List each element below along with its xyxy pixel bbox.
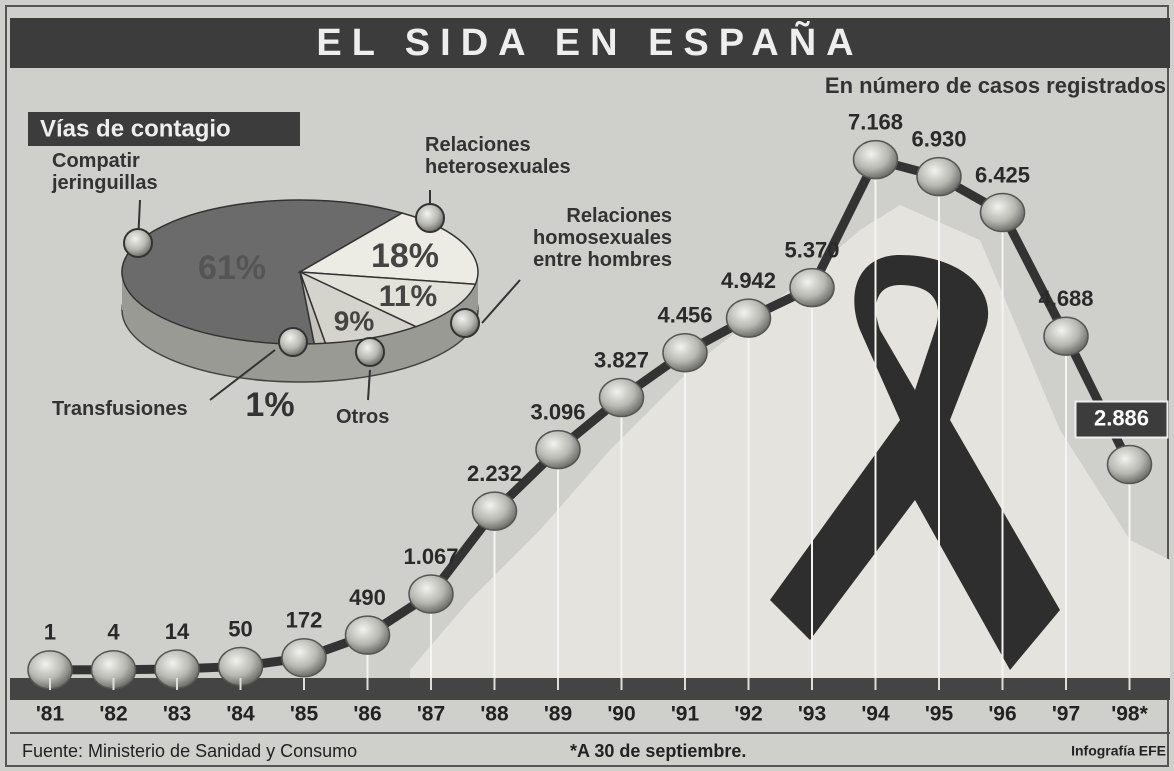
pie-value-label: 18% <box>371 237 439 275</box>
x-tick-label: '86 <box>353 703 381 726</box>
x-tick-label: '87 <box>417 703 445 726</box>
pie-label: Compatir jeringuillas <box>52 150 158 194</box>
point <box>346 616 390 654</box>
leader-line <box>482 280 520 323</box>
x-tick-label: '95 <box>925 703 954 726</box>
pie-value-label: 61% <box>198 249 266 287</box>
point <box>409 575 453 613</box>
value-label: 490 <box>349 585 386 610</box>
x-tick-label: '84 <box>226 703 255 726</box>
point <box>1108 446 1152 484</box>
pie-value-label: 11% <box>379 280 437 313</box>
pie-marker <box>279 328 307 356</box>
point <box>1044 317 1088 355</box>
source: Fuente: Ministerio de Sanidad y Consumo <box>22 741 357 761</box>
point <box>917 158 961 196</box>
x-tick-label: '96 <box>988 703 1016 726</box>
value-label: 14 <box>165 619 190 644</box>
value-label: 2.886 <box>1094 405 1149 430</box>
value-label: 4 <box>107 620 120 645</box>
value-label: 50 <box>228 616 252 641</box>
pie-label: Relaciones homosexuales entre hombres <box>492 205 672 271</box>
point <box>282 639 326 677</box>
value-label: 1 <box>44 620 56 645</box>
pie-value-label: 1% <box>245 386 294 424</box>
x-tick-label: '81 <box>36 703 65 726</box>
point <box>536 431 580 469</box>
infographic: EL SIDA EN ESPAÑA En número de casos reg… <box>0 0 1174 771</box>
point <box>727 299 771 337</box>
chart-subtitle: En número de casos registrados <box>825 73 1166 98</box>
x-tick-label: '92 <box>734 703 762 726</box>
chart: EL SIDA EN ESPAÑA En número de casos reg… <box>0 0 1174 771</box>
pie-label: Relaciones heterosexuales <box>425 134 571 178</box>
credit: Infografía EFE <box>1071 743 1166 759</box>
value-label: 6.425 <box>975 162 1030 187</box>
pie-marker <box>451 309 479 337</box>
pie-marker <box>356 338 384 366</box>
chart-title: EL SIDA EN ESPAÑA <box>316 20 863 64</box>
value-label: 5.370 <box>784 237 839 262</box>
point <box>663 334 707 372</box>
pie-value-label: 9% <box>334 305 375 336</box>
value-label: 3.096 <box>530 399 585 424</box>
value-label: 4.688 <box>1038 286 1093 311</box>
x-tick-label: '91 <box>671 703 700 726</box>
x-tick-label: '83 <box>163 703 191 726</box>
x-tick-label: '94 <box>861 703 890 726</box>
x-tick-label: '90 <box>607 703 635 726</box>
x-tick-label: '97 <box>1052 703 1080 726</box>
value-label: 1.067 <box>403 544 458 569</box>
point <box>473 492 517 530</box>
pie-marker <box>416 204 444 232</box>
value-label: 2.232 <box>467 461 522 486</box>
point <box>790 269 834 307</box>
point <box>600 379 644 417</box>
pie-label: Otros <box>336 406 389 428</box>
x-tick-label: '88 <box>480 703 509 726</box>
x-tick-label: '85 <box>290 703 319 726</box>
pie-marker <box>124 229 152 257</box>
x-tick-label: '93 <box>798 703 826 726</box>
x-tick-label: '82 <box>99 703 127 726</box>
point <box>981 194 1025 232</box>
point <box>854 141 898 179</box>
value-label: 3.827 <box>594 347 649 372</box>
note: *A 30 de septiembre. <box>570 741 746 761</box>
value-label: 4.942 <box>721 268 776 293</box>
x-tick-label: '98* <box>1111 703 1148 726</box>
pie-title: Vías de contagio <box>40 115 231 142</box>
pie-label: Transfusiones <box>52 398 188 420</box>
value-label: 6.930 <box>911 126 966 151</box>
value-label: 7.168 <box>848 109 903 134</box>
value-label: 4.456 <box>657 303 712 328</box>
value-label: 172 <box>286 608 323 633</box>
x-tick-label: '89 <box>544 703 572 726</box>
